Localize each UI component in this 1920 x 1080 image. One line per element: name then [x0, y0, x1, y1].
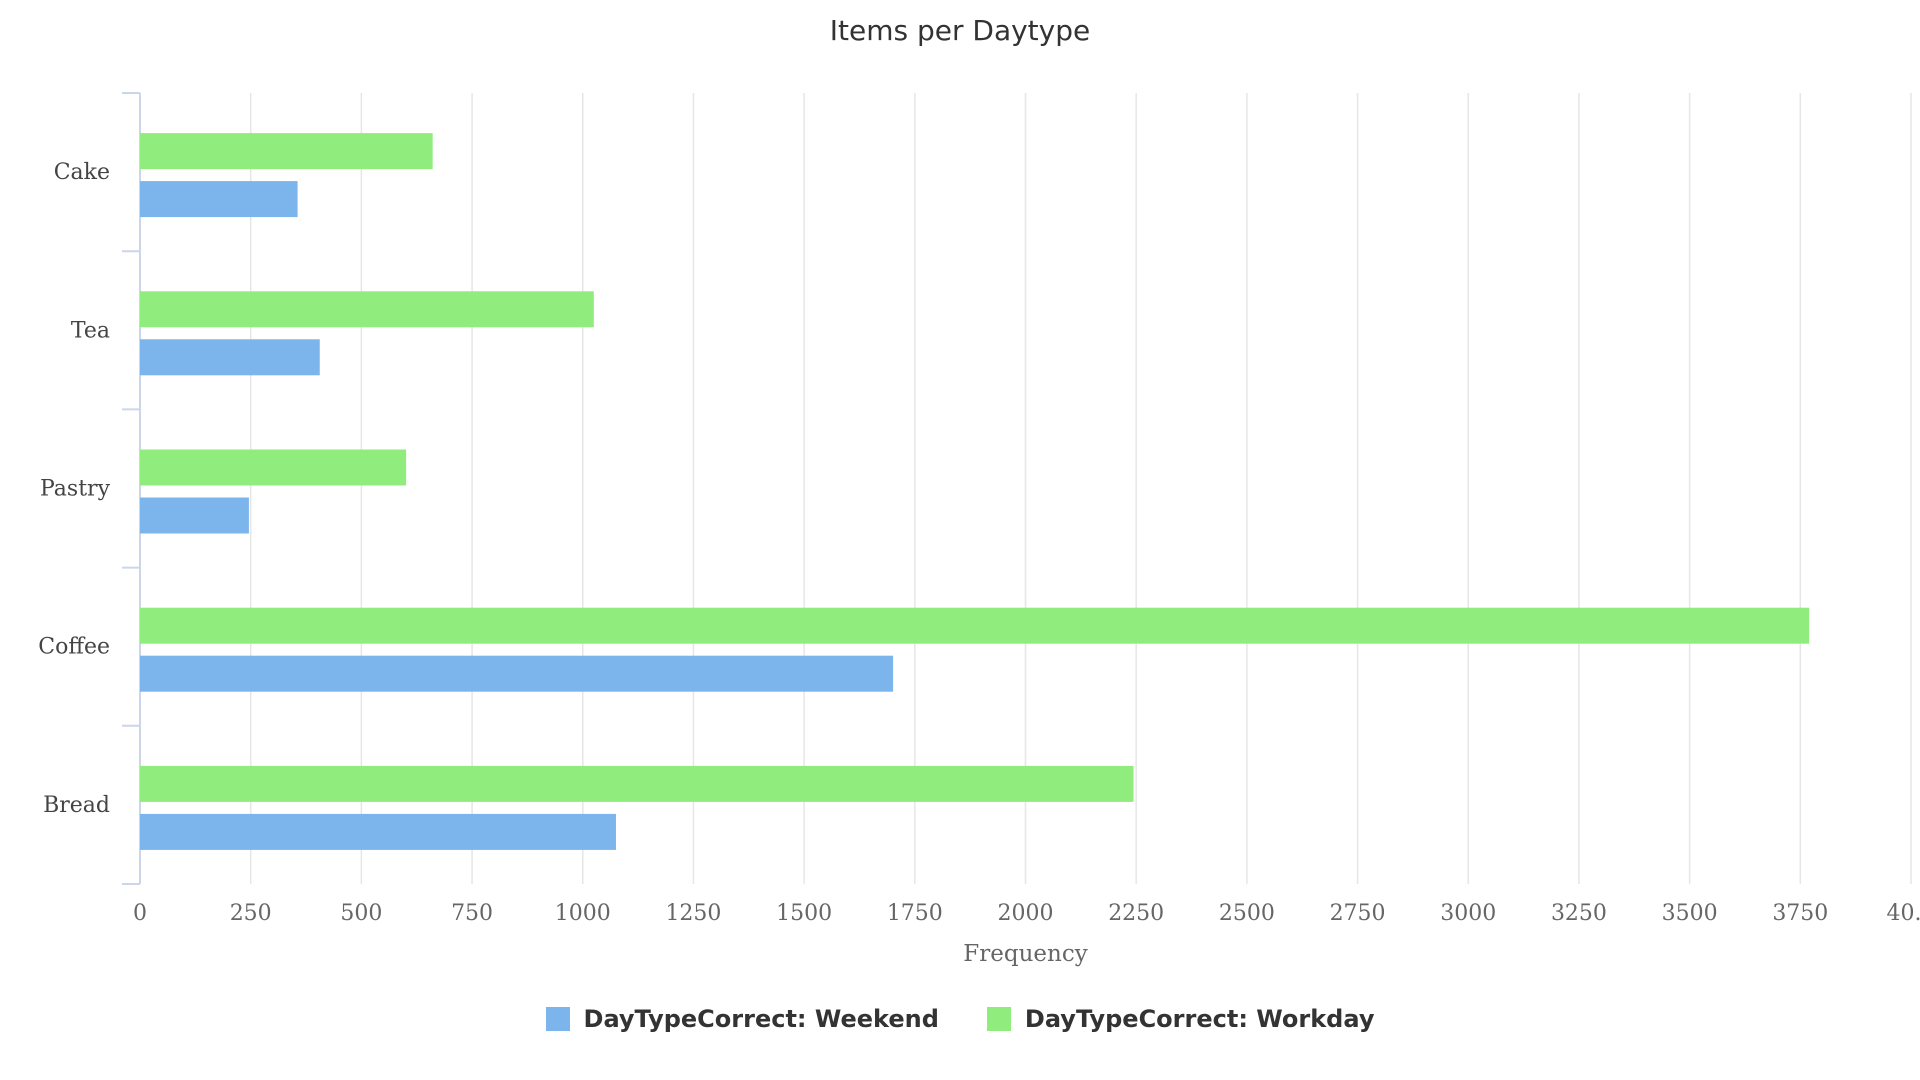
bar	[140, 339, 320, 376]
legend-swatch-weekend	[545, 1007, 570, 1031]
x-tick-label: 750	[451, 901, 493, 926]
category-label: Pastry	[40, 477, 111, 502]
bar	[140, 449, 407, 486]
x-tick-label: 500	[340, 901, 382, 926]
legend-item-weekend[interactable]: DayTypeCorrect: Weekend	[545, 1005, 939, 1033]
x-tick-label: 3000	[1440, 901, 1496, 926]
x-tick-label: 1750	[887, 901, 943, 926]
x-tick-label: 3500	[1662, 901, 1718, 926]
bar	[140, 181, 298, 218]
bar	[140, 813, 616, 850]
bar	[140, 133, 433, 170]
category-label: Cake	[54, 160, 110, 185]
x-tick-label: 250	[230, 901, 272, 926]
x-tick-label: 0	[133, 901, 147, 926]
bar	[140, 607, 1810, 644]
x-tick-label: 40...	[1887, 901, 1920, 926]
bar	[140, 497, 249, 534]
category-label: Bread	[43, 793, 110, 818]
bar	[140, 765, 1134, 802]
legend-swatch-workday	[986, 1007, 1011, 1031]
category-label: Coffee	[38, 635, 110, 660]
x-tick-label: 2250	[1108, 901, 1164, 926]
x-tick-label: 3250	[1551, 901, 1607, 926]
legend-label-weekend: DayTypeCorrect: Weekend	[583, 1005, 939, 1033]
x-axis-title: Frequency	[963, 941, 1087, 967]
x-tick-label: 3750	[1772, 901, 1828, 926]
legend-label-workday: DayTypeCorrect: Workday	[1024, 1005, 1375, 1033]
legend-item-workday[interactable]: DayTypeCorrect: Workday	[986, 1005, 1375, 1033]
chart-title: Items per Daytype	[829, 14, 1091, 47]
bar	[140, 291, 594, 328]
legend: DayTypeCorrect: Weekend DayTypeCorrect: …	[0, 1005, 1920, 1033]
x-tick-label: 1000	[555, 901, 611, 926]
category-label: Tea	[71, 318, 110, 343]
x-tick-label: 2750	[1330, 901, 1386, 926]
x-tick-label: 2500	[1219, 901, 1275, 926]
x-tick-label: 1500	[776, 901, 832, 926]
x-tick-label: 1250	[665, 901, 721, 926]
x-tick-label: 2000	[998, 901, 1054, 926]
bar	[140, 655, 894, 692]
